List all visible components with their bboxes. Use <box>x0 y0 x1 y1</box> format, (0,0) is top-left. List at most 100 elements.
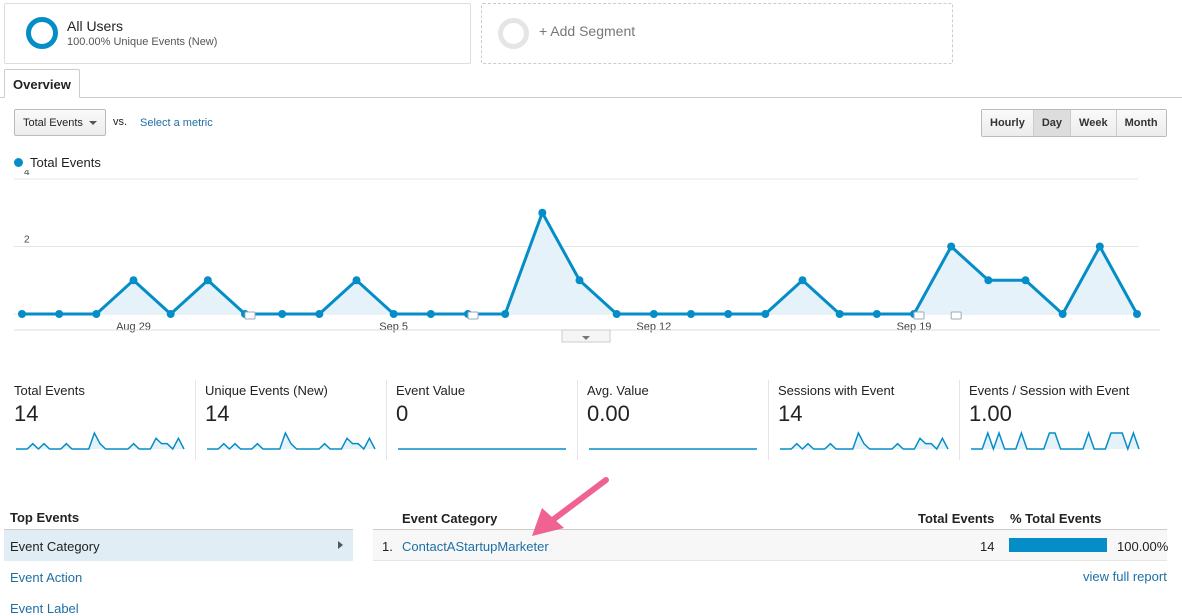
chart-data-point <box>649 310 658 318</box>
view-full-report-link[interactable]: view full report <box>1083 569 1167 584</box>
sparkline-line <box>971 430 1140 452</box>
chart-data-point <box>18 310 26 318</box>
header-event-category[interactable]: Event Category <box>402 511 498 526</box>
select-metric-link[interactable]: Select a metric <box>140 117 213 129</box>
annotation-marker-icon <box>913 311 925 320</box>
chart-data-point <box>166 310 175 318</box>
chart-data-point <box>203 276 212 285</box>
row-total-events: 14 <box>980 539 995 554</box>
row-event-category-link[interactable]: ContactAStartupMarketer <box>402 539 549 554</box>
sparkline <box>780 431 949 451</box>
chart-data-point <box>129 276 138 285</box>
chart-data-point <box>575 276 584 285</box>
scorecard-avg-value[interactable]: Avg. Value 0.00 <box>578 380 769 460</box>
metric-select-label: Total Events <box>23 117 83 129</box>
hourly-button[interactable]: Hourly <box>982 110 1034 136</box>
annotation-marker-body <box>244 311 256 320</box>
scorecards: Total Events 14 Unique Events (New) 14 E… <box>5 380 1155 460</box>
scorecard-unique-events[interactable]: Unique Events (New) 14 <box>196 380 387 460</box>
week-button[interactable]: Week <box>1071 110 1117 136</box>
legend-dot-icon <box>14 158 23 167</box>
annotation-marker-icon <box>950 311 962 320</box>
sparkline-area <box>780 433 948 449</box>
chart-data-point <box>278 310 287 318</box>
chevron-right-icon <box>338 541 343 549</box>
chart-x-tick-label: Sep 19 <box>897 321 932 333</box>
segment-title: All Users <box>67 18 124 34</box>
total-events-chart: 2 4 Aug 29 Sep 5 Sep 12 Sep 19 <box>14 170 1160 343</box>
scorecard-label: Total Events <box>14 383 85 398</box>
scorecard-value: 14 <box>778 401 803 426</box>
table-row: 1. ContactAStartupMarketer 14 100.00% <box>373 530 1169 561</box>
chart-data-point <box>687 310 695 318</box>
add-segment-button[interactable]: + Add Segment <box>481 3 953 64</box>
sparkline <box>16 431 185 451</box>
sparkline-area <box>207 433 375 449</box>
row-pct-value: 100.00% <box>1117 539 1169 554</box>
chevron-down-icon <box>582 336 590 340</box>
chart-y-tick-label: 4 <box>24 170 30 178</box>
events-table-header: Event Category Total Events % Total Even… <box>373 510 1167 530</box>
chart-data-point <box>389 310 398 318</box>
annotation-marker-body <box>467 311 479 320</box>
sparkline-line <box>780 431 949 451</box>
time-granularity-group: Hourly Day Week Month <box>981 109 1167 137</box>
chart-y-tick-label: 2 <box>24 235 30 246</box>
sparkline-line <box>207 431 376 451</box>
chart-data-point <box>835 310 844 318</box>
chart-data-point <box>724 310 733 318</box>
scorecard-label: Events / Session with Event <box>969 383 1130 398</box>
chevron-down-icon <box>89 121 97 125</box>
scorecard-label: Event Value <box>396 383 466 398</box>
metric-select[interactable]: Total Events <box>14 109 106 136</box>
chart-data-point <box>798 276 807 285</box>
sparkline-area <box>971 433 1139 449</box>
scorecard-value: 0.00 <box>587 401 630 426</box>
chart-x-tick-label: Aug 29 <box>116 321 151 333</box>
scorecard-value: 0 <box>396 401 409 426</box>
scorecard-total-events[interactable]: Total Events 14 <box>5 380 196 460</box>
tab-overview[interactable]: Overview <box>4 69 80 98</box>
header-pct-total-events[interactable]: % Total Events <box>1010 511 1102 526</box>
day-button[interactable]: Day <box>1033 110 1072 136</box>
segment-placeholder-ring-icon <box>498 18 529 49</box>
annotation-marker-body <box>950 311 962 320</box>
chart-data-point <box>612 310 621 318</box>
scorecard-sessions-with-event[interactable]: Sessions with Event 14 <box>769 380 960 460</box>
top-events-item-category[interactable]: Event Category <box>4 530 353 561</box>
scorecard-label: Avg. Value <box>587 383 649 398</box>
add-segment-label: + Add Segment <box>539 23 636 39</box>
chart-data-point <box>1058 310 1067 318</box>
tab-bar-divider <box>0 97 1182 98</box>
chart-data-point <box>984 276 993 285</box>
sparkline <box>207 431 376 451</box>
chart-area-fill <box>22 212 1137 314</box>
scorecard-label: Unique Events (New) <box>205 383 328 398</box>
segment-subtitle: 100.00% Unique Events (New) <box>67 36 218 48</box>
scorecard-label: Sessions with Event <box>778 383 895 398</box>
chart-data-point <box>1095 242 1104 251</box>
sparkline-area <box>16 433 184 449</box>
month-button[interactable]: Month <box>1116 110 1166 136</box>
chart-legend: Total Events <box>14 155 101 170</box>
top-events-item-label-link[interactable]: Event Label <box>10 601 79 616</box>
chart-data-point <box>538 208 547 217</box>
top-events-item-action[interactable]: Event Action <box>10 570 83 585</box>
header-total-events[interactable]: Total Events <box>918 511 995 526</box>
chart-data-point <box>1021 276 1030 285</box>
chart-data-point <box>55 310 64 318</box>
legend-series-label: Total Events <box>30 155 101 170</box>
pink-arrow-icon <box>532 477 609 536</box>
sparkline <box>398 448 566 450</box>
chart-data-point <box>1133 310 1141 318</box>
scorecard-events-per-session[interactable]: Events / Session with Event 1.00 <box>960 380 1151 460</box>
annotation-marker-icon <box>244 311 256 320</box>
scorecard-event-value[interactable]: Event Value 0 <box>387 380 578 460</box>
vs-label: vs. <box>113 116 128 128</box>
chart-data-point <box>352 276 361 285</box>
chart-data-point <box>872 310 881 318</box>
chart-data-point <box>426 310 435 318</box>
scorecard-value: 1.00 <box>969 401 1012 426</box>
segment-all-users[interactable]: All Users 100.00% Unique Events (New) <box>4 3 471 64</box>
top-events-item-label: Event Category <box>10 539 100 554</box>
